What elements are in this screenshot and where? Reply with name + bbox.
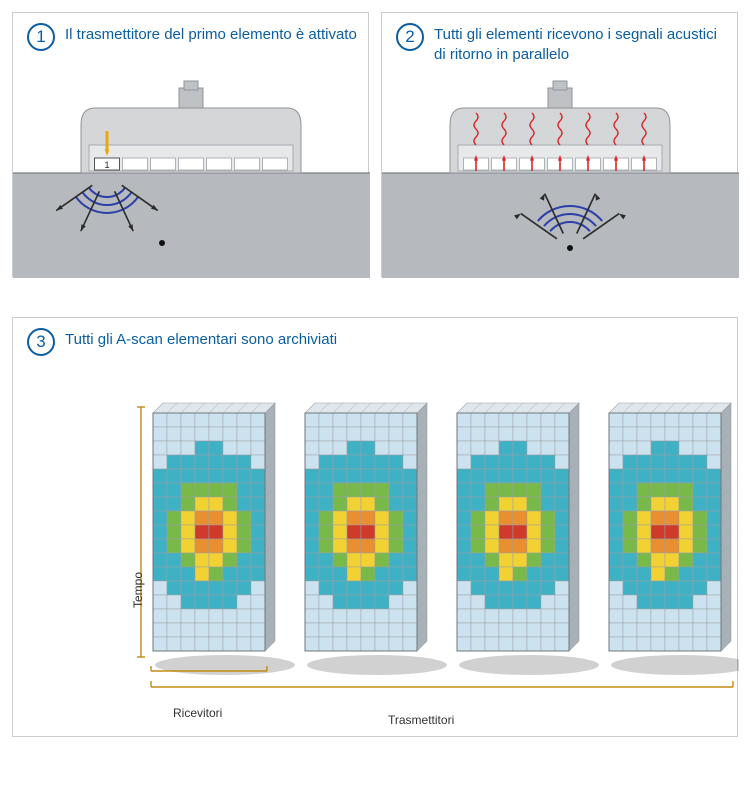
svg-text:1: 1	[104, 160, 109, 170]
panel-step-3: 3 Tutti gli A-scan elementari sono archi…	[12, 317, 738, 737]
step-2-title: Tutti gli elementi ricevono i segnali ac…	[434, 25, 727, 64]
y-axis-label: Tempo	[131, 572, 145, 608]
step-3-title: Tutti gli A-scan elementari sono archivi…	[65, 330, 727, 350]
x-axis-label-left: Ricevitori	[173, 706, 222, 720]
step-badge: 3	[27, 328, 55, 356]
step-3-diagram	[13, 318, 739, 738]
panel-step-1: 1 Il trasmettitore del primo elemento è …	[12, 12, 369, 277]
x-axis-label-right: Trasmettitori	[388, 713, 454, 727]
step-badge: 1	[27, 23, 55, 51]
step-1-diagram: 1	[13, 13, 370, 278]
panel-step-2: 2 Tutti gli elementi ricevono i segnali …	[381, 12, 738, 277]
step-badge: 2	[396, 23, 424, 51]
step-1-title: Il trasmettitore del primo elemento è at…	[65, 25, 358, 45]
